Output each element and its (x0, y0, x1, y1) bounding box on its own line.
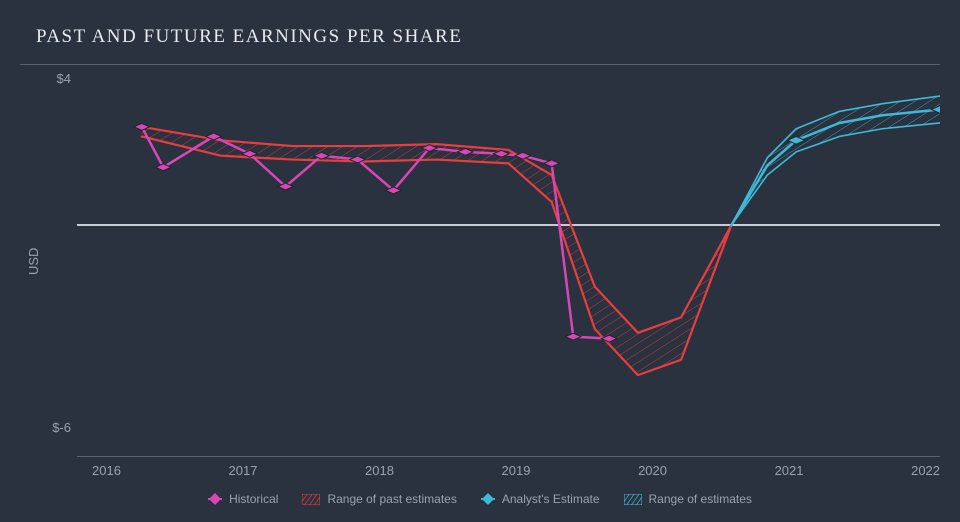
legend-label: Range of past estimates (327, 492, 456, 506)
legend-label: Analyst's Estimate (502, 492, 600, 506)
x-tick: 2018 (365, 463, 502, 478)
x-tick: 2019 (502, 463, 639, 478)
legend-label: Range of estimates (649, 492, 752, 506)
legend-item: Historical (208, 492, 278, 506)
chart-title: PAST AND FUTURE EARNINGS PER SHARE (20, 20, 940, 65)
ytick-top: $4 (41, 71, 71, 86)
y-axis-label: USD (20, 65, 41, 457)
legend-item: Range of past estimates (302, 492, 456, 506)
x-tick: 2016 (92, 463, 229, 478)
legend: Historical Range of past estimates Analyst… (20, 478, 940, 512)
legend-hatch-icon (624, 494, 642, 505)
y-tick-labels: $4 $-6 (41, 65, 77, 457)
eps-chart: PAST AND FUTURE EARNINGS PER SHARE USD $… (0, 0, 960, 522)
legend-label: Historical (229, 492, 278, 506)
ytick-bottom: $-6 (41, 420, 71, 435)
x-tick: 2020 (638, 463, 775, 478)
legend-marker-icon (481, 492, 495, 506)
x-tick: 2017 (229, 463, 366, 478)
x-tick-row: 2016201720182019202020212022 (92, 457, 940, 478)
x-tick: 2021 (775, 463, 912, 478)
plot-area: USD $4 $-6 (20, 65, 940, 457)
legend-item: Range of estimates (624, 492, 752, 506)
legend-item: Analyst's Estimate (481, 492, 600, 506)
plot-canvas (77, 71, 940, 457)
legend-hatch-icon (302, 494, 320, 505)
legend-marker-icon (208, 492, 222, 506)
plot-svg (77, 71, 940, 456)
x-tick: 2022 (911, 463, 940, 478)
